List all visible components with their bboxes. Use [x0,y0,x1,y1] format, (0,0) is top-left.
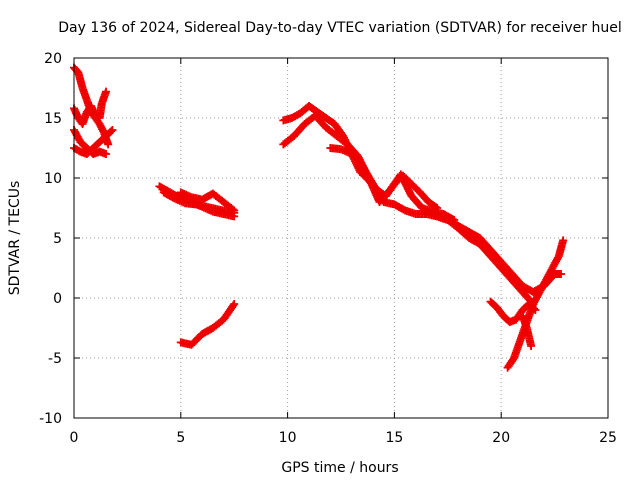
series-track-7 [176,188,239,215]
series-track-14 [503,236,568,372]
series-track-2 [70,87,111,128]
y-tick-label: 5 [53,231,62,247]
x-tick-label: 5 [176,430,185,446]
data-point [104,140,113,149]
series-track-12 [433,212,566,296]
data-point [230,300,239,308]
grid-lines [74,58,608,418]
x-tick-label: 0 [70,430,79,446]
data-point [228,205,237,214]
data-series [70,63,568,372]
data-point [102,150,111,158]
series-track-6 [159,188,239,217]
x-tick-label: 25 [599,430,617,446]
y-tick-label: 10 [44,171,62,187]
data-point [102,87,111,96]
chart-title: Day 136 of 2024, Sidereal Day-to-day VTE… [58,20,621,36]
series-track-8 [176,300,239,349]
data-point [107,127,116,136]
data-point [527,342,536,350]
data-point [229,301,238,310]
y-tick-label: 0 [53,291,62,307]
x-axis-label: GPS time / hours [281,460,398,476]
y-axis-label: SDTVAR / TECUs [7,181,23,296]
y-tick-label: 20 [44,51,62,67]
y-tick-label: -5 [48,351,62,367]
series-track-15 [518,312,536,350]
x-tick-label: 15 [385,430,403,446]
x-tick-label: 20 [492,430,510,446]
data-point [559,236,568,245]
data-point [557,270,566,278]
plot-frame [73,57,609,419]
data-point [108,126,117,134]
series-track-13 [486,297,540,326]
y-tick-label: 15 [44,111,62,127]
x-tick-label: 10 [279,430,297,446]
y-tick-label: -10 [39,411,62,427]
data-point [230,206,239,215]
series-track-10 [279,111,459,224]
tick-labels: 0 5 10 15 20 25 -10 -5 0 5 10 15 20 [39,51,617,446]
